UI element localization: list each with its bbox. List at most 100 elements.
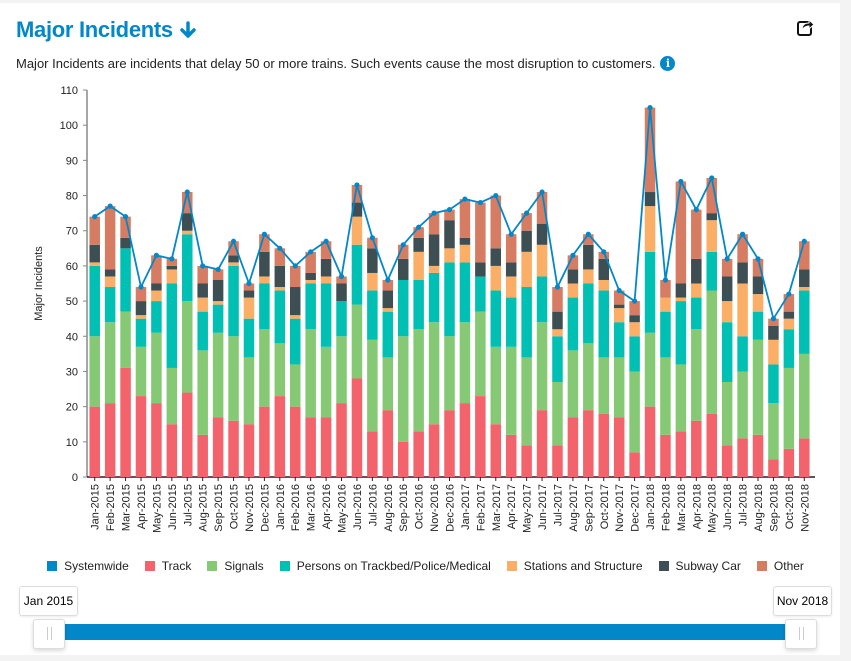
y-tick-label: 110 bbox=[60, 85, 78, 97]
bar-segment-track bbox=[89, 406, 100, 477]
range-slider-track[interactable] bbox=[40, 624, 802, 640]
bar-segment-other bbox=[799, 241, 810, 270]
bar-segment-persons-on-trackbed-police-medical bbox=[259, 283, 270, 330]
x-tick-label: Nov-2017 bbox=[614, 484, 626, 532]
bar-segment-stations-and-structure bbox=[490, 265, 502, 291]
bar-segment-track bbox=[613, 417, 625, 477]
bar-segment-other bbox=[228, 241, 239, 256]
bar-segment-persons-on-trackbed-police-medical bbox=[660, 311, 671, 358]
systemwide-point bbox=[277, 245, 283, 251]
bar-segment-persons-on-trackbed-police-medical bbox=[228, 265, 239, 337]
bar-segment-persons-on-trackbed-police-medical bbox=[752, 311, 764, 340]
bar-segment-other bbox=[197, 265, 208, 284]
bar-segment-other bbox=[397, 244, 409, 259]
legend-item[interactable]: Systemwide bbox=[47, 559, 129, 573]
bar-segment-stations-and-structure bbox=[212, 301, 224, 305]
bar-segment-stations-and-structure bbox=[104, 276, 116, 288]
legend-item[interactable]: Persons on Trackbed/Police/Medical bbox=[279, 559, 491, 573]
systemwide-point bbox=[554, 284, 561, 290]
bar-segment-track bbox=[351, 378, 363, 477]
systemwide-point bbox=[431, 210, 437, 216]
bar-segment-other bbox=[120, 216, 131, 238]
bar-segment-stations-and-structure bbox=[382, 308, 394, 312]
bar-segment-subway-car bbox=[166, 265, 178, 270]
bar-segment-subway-car bbox=[382, 290, 394, 309]
bar-segment-signals bbox=[490, 346, 502, 425]
bar-segment-persons-on-trackbed-police-medical bbox=[197, 311, 208, 351]
x-tick-label: Dec-2016 bbox=[445, 484, 457, 532]
systemwide-point bbox=[585, 231, 591, 237]
bar-segment-stations-and-structure bbox=[613, 308, 625, 323]
bar-segment-stations-and-structure bbox=[228, 262, 239, 266]
bar-segment-stations-and-structure bbox=[274, 287, 286, 291]
systemwide-point bbox=[292, 263, 298, 269]
bar-segment-other bbox=[89, 216, 100, 245]
bar-segment-stations-and-structure bbox=[305, 279, 316, 284]
bar-segment-other bbox=[629, 301, 640, 316]
legend-item[interactable]: Signals bbox=[207, 559, 264, 573]
legend-swatch bbox=[506, 561, 517, 571]
bar-segment-track bbox=[104, 403, 116, 477]
bar-segment-stations-and-structure bbox=[598, 279, 610, 291]
range-end-handle[interactable] bbox=[785, 619, 817, 649]
systemwide-point bbox=[632, 298, 638, 304]
bar-segment-stations-and-structure bbox=[706, 220, 717, 252]
arrow-down-icon[interactable] bbox=[179, 21, 197, 39]
bar-segment-signals bbox=[737, 371, 748, 439]
bar-segment-signals bbox=[305, 329, 316, 418]
bar-segment-other bbox=[691, 209, 702, 259]
bar-segment-subway-car bbox=[259, 251, 270, 277]
legend-item[interactable]: Other bbox=[756, 559, 804, 573]
y-tick-label: 10 bbox=[66, 437, 78, 449]
bar-segment-signals bbox=[660, 357, 671, 435]
legend-item[interactable]: Track bbox=[144, 559, 192, 573]
x-tick-label: May-2015 bbox=[151, 484, 163, 533]
range-start-handle[interactable] bbox=[33, 619, 65, 649]
bar-segment-subway-car bbox=[444, 220, 455, 249]
bar-segment-signals bbox=[289, 364, 301, 407]
legend-item[interactable]: Subway Car bbox=[658, 559, 741, 573]
bar-segment-stations-and-structure bbox=[182, 230, 193, 235]
bar-segment-track bbox=[536, 410, 548, 477]
systemwide-point bbox=[508, 231, 514, 237]
bar-segment-other bbox=[336, 276, 347, 284]
bar-segment-other bbox=[521, 213, 532, 231]
bar-segment-track bbox=[783, 448, 795, 477]
bar-segment-stations-and-structure bbox=[536, 244, 548, 277]
info-icon[interactable]: i bbox=[660, 56, 676, 71]
bar-segment-other bbox=[552, 287, 563, 312]
bar-segment-track bbox=[752, 434, 764, 477]
bar-segment-persons-on-trackbed-police-medical bbox=[721, 322, 733, 383]
bar-segment-stations-and-structure bbox=[660, 297, 671, 312]
bar-segment-subway-car bbox=[505, 262, 517, 277]
bar-segment-stations-and-structure bbox=[752, 294, 764, 312]
bar-segment-signals bbox=[629, 371, 640, 453]
legend-label: Other bbox=[773, 559, 804, 573]
bar-segment-persons-on-trackbed-police-medical bbox=[351, 244, 363, 305]
chart-legend: Systemwide Track Signals Persons on Trackbe… bbox=[0, 559, 851, 573]
bar-segment-persons-on-trackbed-police-medical bbox=[613, 322, 625, 358]
bar-segment-subway-car bbox=[243, 290, 255, 298]
bar-segment-signals bbox=[505, 346, 517, 435]
bar-segment-persons-on-trackbed-police-medical bbox=[397, 279, 409, 337]
bar-segment-subway-car bbox=[305, 272, 316, 280]
legend-item[interactable]: Stations and Structure bbox=[506, 559, 643, 573]
bar-segment-track bbox=[490, 424, 502, 477]
share-icon[interactable] bbox=[796, 17, 816, 37]
systemwide-point bbox=[524, 210, 530, 216]
bar-segment-subway-car bbox=[629, 315, 640, 323]
bar-segment-other bbox=[182, 192, 193, 214]
bar-segment-persons-on-trackbed-police-medical bbox=[490, 290, 502, 347]
bar-segment-persons-on-trackbed-police-medical bbox=[583, 283, 594, 344]
bar-segment-stations-and-structure bbox=[721, 301, 733, 323]
x-tick-label: Oct-2015 bbox=[229, 484, 241, 529]
bar-segment-track bbox=[691, 420, 702, 477]
systemwide-point bbox=[724, 256, 730, 262]
systemwide-point bbox=[215, 266, 221, 273]
legend-label: Track bbox=[161, 559, 192, 573]
systemwide-point bbox=[601, 249, 607, 255]
systemwide-point bbox=[446, 207, 453, 213]
systemwide-point bbox=[92, 214, 98, 220]
y-tick-label: 50 bbox=[66, 296, 78, 308]
bar-segment-track bbox=[675, 431, 687, 477]
